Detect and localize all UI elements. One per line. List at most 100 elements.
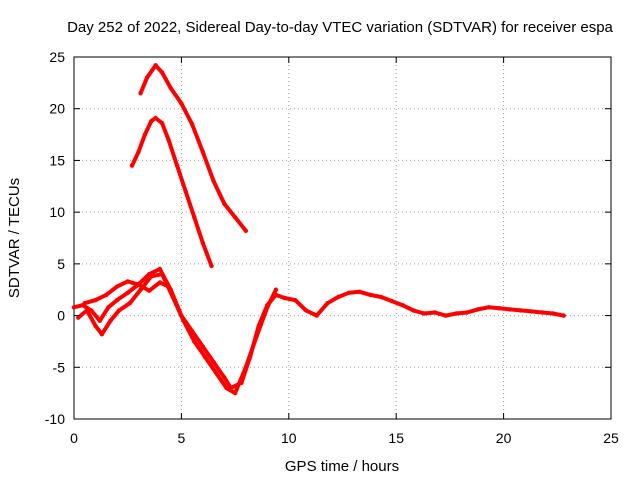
x-tick-label: 0 [70,430,78,446]
data-point [346,290,352,295]
data-point [224,385,229,391]
ticks-layer: 0 5 10 15 20 25 -10 -5 0 5 10 15 20 25 [45,49,619,446]
data-point [189,122,195,127]
data-point [138,91,143,96]
data-point [159,121,165,126]
data-point [114,284,120,289]
data-point [97,318,103,323]
data-point [192,339,197,344]
data-point [421,311,427,316]
data-point [443,313,448,318]
data-point [486,305,491,310]
data-point [114,297,120,303]
series-arc-lower-1 [72,267,566,390]
data-point [106,305,111,310]
data-point [432,310,438,315]
data-point [127,301,132,306]
data-point [282,295,287,301]
data-point [84,308,90,313]
data-point [144,75,150,80]
data-point [211,178,216,184]
data-point [561,313,566,318]
data-point [181,318,186,323]
data-point [159,70,165,75]
y-tick-label: 5 [57,256,65,272]
data-point [76,315,81,320]
data-point [529,309,534,314]
data-point [157,266,163,272]
chart-title: Day 252 of 2022, Sidereal Day-to-day VTE… [67,19,613,36]
data-point [243,228,248,233]
series-layer [71,63,566,396]
y-tick-label: 25 [49,49,65,65]
data-point [142,132,148,137]
data-point [550,311,556,316]
data-point [159,272,165,277]
data-point [166,284,171,289]
data-point [108,318,113,323]
data-point [202,354,208,360]
data-point [170,294,175,300]
data-point [153,115,158,121]
data-point [136,282,141,287]
data-point [379,294,384,300]
data-point [125,290,130,295]
data-point [192,215,197,220]
data-point [93,323,98,329]
y-tick-label: -5 [53,359,66,375]
data-point [232,215,238,220]
data-point [211,359,216,365]
data-point [368,292,373,298]
data-point [116,308,122,313]
x-tick-label: 5 [178,430,186,446]
data-point [325,301,330,306]
data-point [174,163,180,168]
data-point [507,307,513,312]
data-point [336,294,341,300]
y-tick-label: 0 [57,308,65,324]
data-point [200,344,206,349]
data-point [149,274,154,279]
data-point [93,297,98,303]
data-point [213,370,218,375]
y-tick-label: 10 [49,204,65,220]
data-point [222,201,227,207]
data-point [540,310,545,315]
x-tick-label: 10 [281,430,297,446]
data-point [475,307,480,312]
data-point [273,287,279,292]
data-point [82,301,87,306]
data-point [518,308,523,313]
data-point [357,289,362,294]
data-point [149,118,154,124]
x-tick-label: 20 [496,430,512,446]
data-point [147,288,152,293]
data-point [166,137,171,142]
data-point [293,297,298,303]
data-point [209,263,214,269]
data-point [157,280,163,285]
series-arc-upper-1 [138,63,248,233]
data-point [71,305,77,310]
y-tick-label: -10 [45,411,65,427]
data-point [314,313,319,318]
data-point [129,163,135,168]
data-point [389,298,395,304]
series-arc-upper-2 [130,116,214,268]
data-point [497,306,502,311]
data-point [99,332,105,337]
y-tick-label: 15 [49,152,65,168]
data-point [243,365,248,370]
data-point [254,334,259,339]
data-point [179,101,184,106]
x-tick-label: 15 [388,430,404,446]
data-point [200,241,206,246]
data-point [464,310,470,315]
data-point [265,305,270,310]
x-tick-label: 25 [603,430,619,446]
data-point [136,150,141,155]
plot-frame [73,56,612,420]
data-point [303,308,309,313]
y-tick-label: 20 [49,101,65,117]
